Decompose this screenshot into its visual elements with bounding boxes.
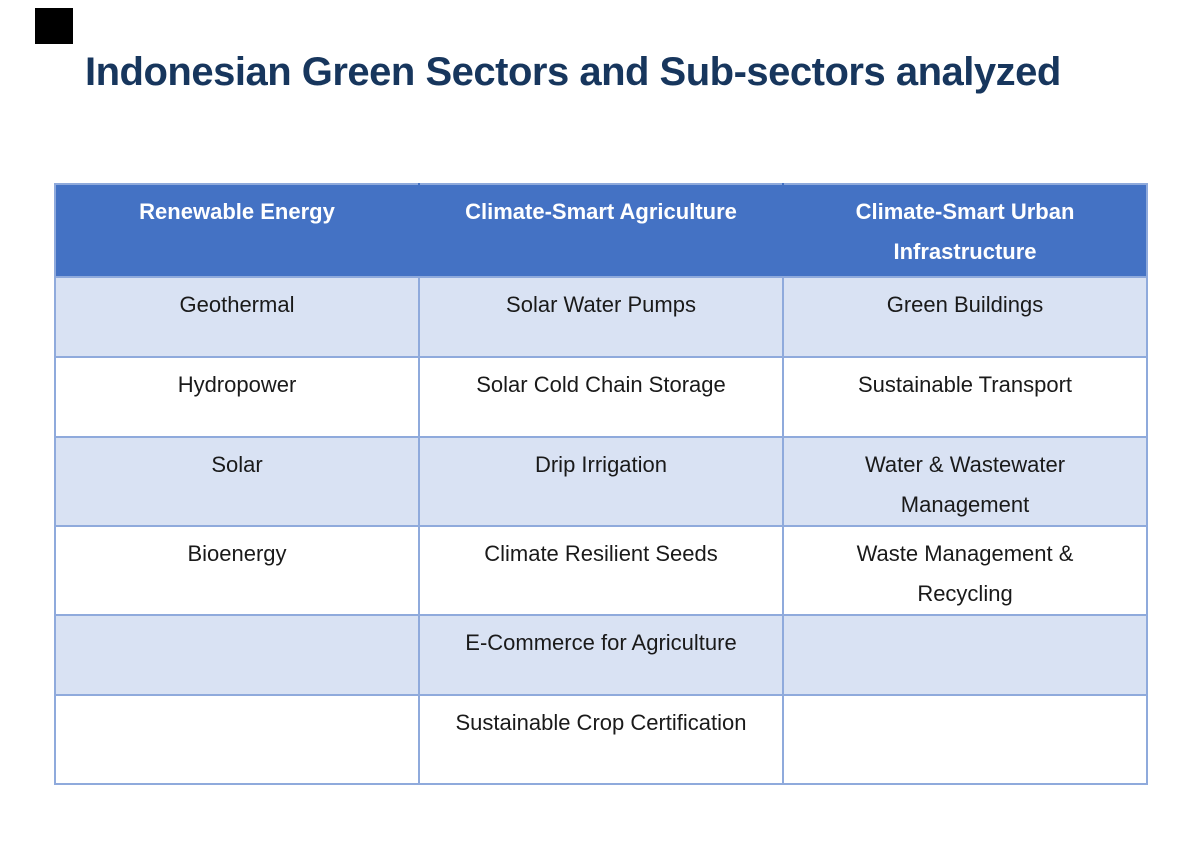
table-row: Bioenergy Climate Resilient Seeds Waste …: [54, 525, 1148, 616]
header-cell-climate-smart-urban-infrastructure: Climate-Smart Urban Infrastructure: [782, 183, 1148, 278]
cell-empty: [54, 614, 420, 696]
cell-climate-resilient-seeds: Climate Resilient Seeds: [418, 525, 784, 616]
sectors-table: Renewable Energy Climate-Smart Agricultu…: [54, 183, 1148, 785]
cell-solar: Solar: [54, 436, 420, 527]
cell-green-buildings: Green Buildings: [782, 276, 1148, 358]
table-row: E-Commerce for Agriculture: [54, 614, 1148, 696]
cell-sustainable-crop-certification: Sustainable Crop Certification: [418, 694, 784, 785]
table-row: Sustainable Crop Certification: [54, 694, 1148, 785]
cell-geothermal: Geothermal: [54, 276, 420, 358]
header-cell-climate-smart-agriculture: Climate-Smart Agriculture: [418, 183, 784, 278]
cell-sustainable-transport: Sustainable Transport: [782, 356, 1148, 438]
cell-empty: [54, 694, 420, 785]
cell-empty: [782, 614, 1148, 696]
cell-empty: [782, 694, 1148, 785]
cell-hydropower: Hydropower: [54, 356, 420, 438]
cell-waste-management-recycling: Waste Management & Recycling: [782, 525, 1148, 616]
cell-bioenergy: Bioenergy: [54, 525, 420, 616]
cell-water-wastewater-management: Water & Wastewater Management: [782, 436, 1148, 527]
page-title: Indonesian Green Sectors and Sub-sectors…: [85, 50, 1061, 94]
black-corner-box: [35, 8, 73, 44]
cell-solar-water-pumps: Solar Water Pumps: [418, 276, 784, 358]
cell-drip-irrigation: Drip Irrigation: [418, 436, 784, 527]
table-row: Geothermal Solar Water Pumps Green Build…: [54, 276, 1148, 358]
table-header-row: Renewable Energy Climate-Smart Agricultu…: [54, 183, 1148, 278]
cell-ecommerce-for-agriculture: E-Commerce for Agriculture: [418, 614, 784, 696]
cell-solar-cold-chain-storage: Solar Cold Chain Storage: [418, 356, 784, 438]
table-row: Hydropower Solar Cold Chain Storage Sust…: [54, 356, 1148, 438]
header-cell-renewable-energy: Renewable Energy: [54, 183, 420, 278]
table-row: Solar Drip Irrigation Water & Wastewater…: [54, 436, 1148, 527]
